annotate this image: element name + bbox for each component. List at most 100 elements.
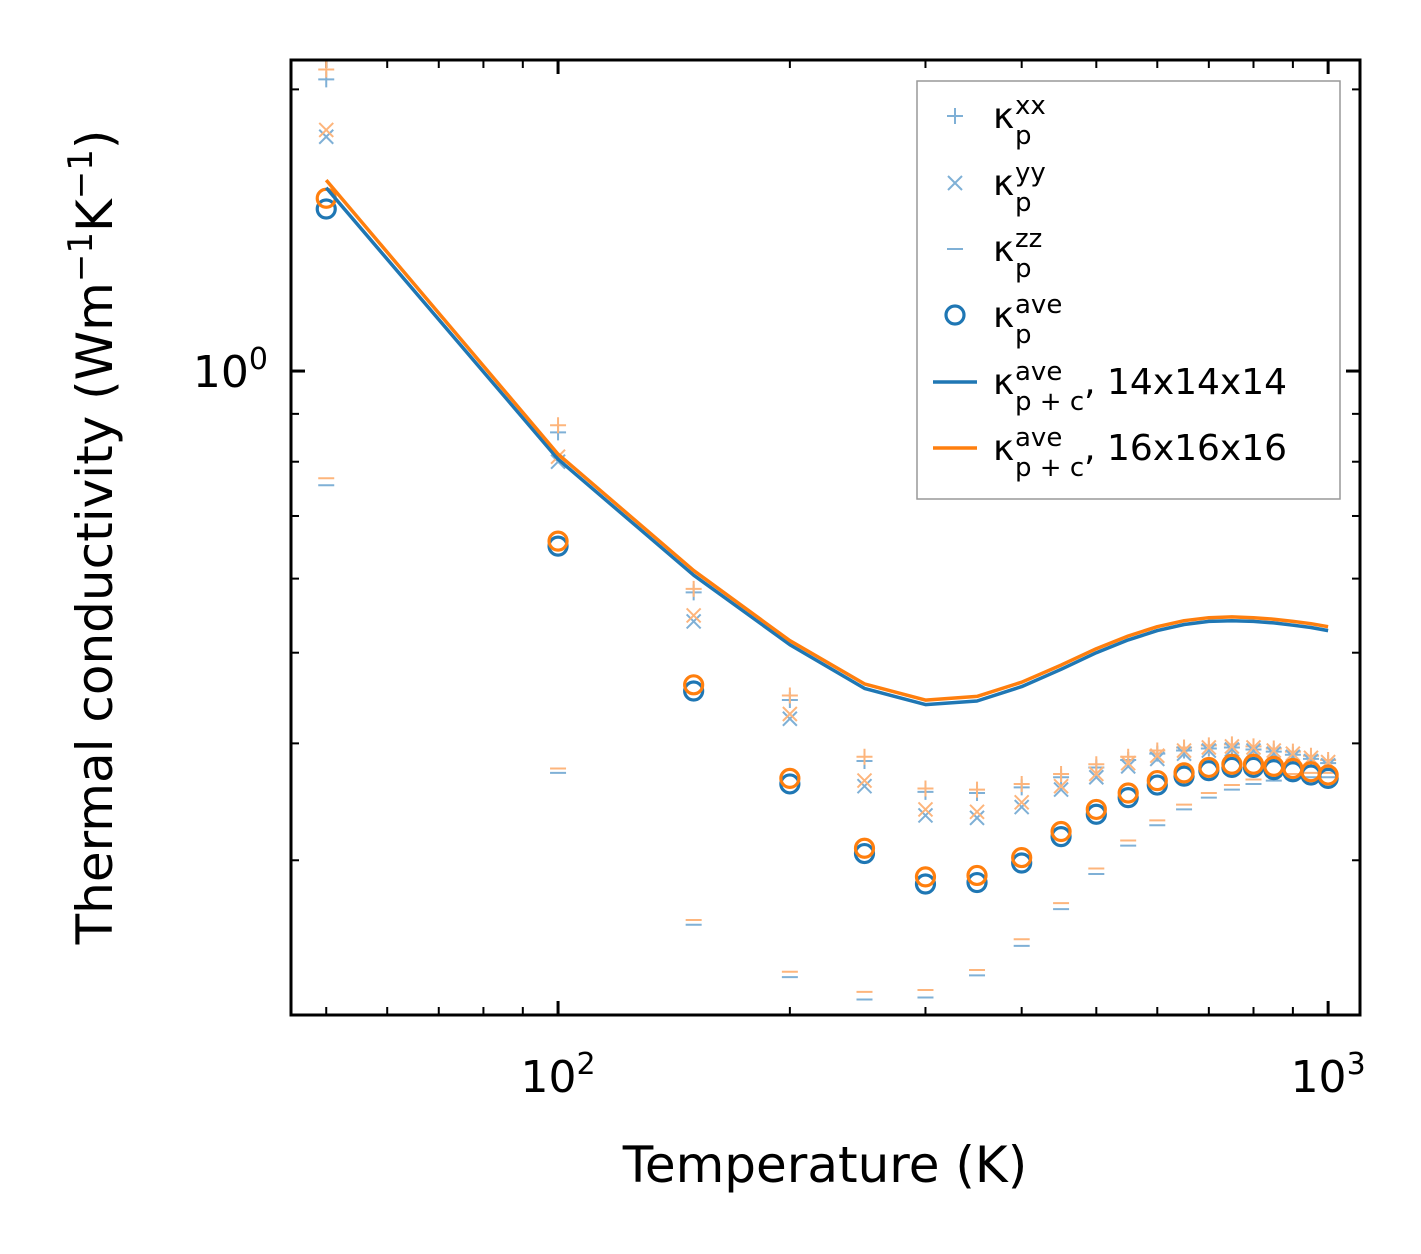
data-point-circle [1050,820,1072,843]
legend-marker-circle [944,304,966,326]
y-axis-title-exp2: −1 [61,149,101,199]
data-point-x [856,778,873,794]
data-point-x [1176,745,1192,762]
data-point-circle [779,767,801,789]
legend-marker-x [947,175,963,191]
data-point-plus [856,748,873,765]
x-tick-label: 102 [521,1047,596,1103]
data-point-circle [966,864,988,887]
data-marks [315,61,1339,1001]
data-point-circle [853,837,876,859]
data-point-circle [914,873,937,895]
y-axis-title-mid: K [66,198,124,232]
data-point-circle [1011,846,1033,869]
x-tick-label-base: 10 [1291,1052,1347,1103]
legend-label-sup: zz [1015,224,1042,254]
legend-label-sup: yy [1015,158,1046,188]
series-4 [318,484,1337,1001]
legend-label-sub: p [1015,254,1032,284]
data-point-x [1088,769,1105,785]
legend-label-base: κ [993,428,1014,469]
data-point-circle [547,530,569,552]
data-point-circle [315,198,337,220]
data-point-circle [1173,762,1195,784]
data-point-x [917,807,934,824]
legend-label: κxx p [993,91,1046,151]
legend-label-sub: p + c [1015,387,1084,417]
legend-label-base: κ [993,96,1014,137]
data-point-x [1149,748,1165,764]
y-tick-label-base: 10 [193,347,249,398]
series-7 [315,187,1339,888]
data-point-x [318,122,334,138]
legend-label-sup: ave [1015,290,1062,320]
legend-label-sub: p [1015,188,1032,218]
data-point-x [1013,799,1030,815]
x-tick-label-exp: 2 [577,1047,596,1082]
data-point-x [1176,742,1192,759]
legend-handle [944,304,966,326]
data-point-plus [1088,756,1105,773]
legend-box [916,80,1341,500]
legend-label-sub: p [1015,320,1032,350]
data-point-plus [550,417,567,434]
x-tick-label-exp: 3 [1347,1047,1366,1082]
data-point-x [1266,742,1282,759]
data-point-circle [1242,753,1265,775]
legend-handle [947,175,963,191]
legend-label-suffix: , 16x16x16 [1084,428,1287,469]
data-point-x [856,772,873,789]
data-point-circle [1317,764,1339,786]
y-axis-title-exp1: −1 [61,232,101,282]
data-point-x [1149,751,1165,767]
data-point-circle [1221,753,1243,775]
legend-handle [947,108,963,124]
data-point-plus [781,687,798,704]
legend-label-sub: p + c [1015,453,1084,483]
data-point-x [685,613,702,630]
data-point-circle [683,674,705,696]
data-point-plus [917,780,934,797]
data-point-plus [685,580,702,597]
legend-label-sup: xx [1015,91,1046,121]
data-point-x [969,810,985,826]
data-point-x [685,607,702,624]
data-point-x [1201,739,1217,756]
data-point-circle [1198,756,1220,779]
y-axis-title-end: ) [66,130,124,150]
data-point-x [782,711,798,727]
data-point-x [1088,766,1105,782]
y-axis-title: Thermal conductivity (Wm−1K−1) [61,130,124,946]
x-tick-label: 103 [1291,1047,1366,1103]
y-axis-title-main: Thermal conductivity (Wm [66,282,124,945]
data-point-x [318,129,334,145]
data-point-x [782,706,798,722]
series-line [324,178,1329,702]
legend-label: κave p + c, 14x14x14 [993,357,1287,417]
data-point-x [969,804,985,820]
legend-label: κzz p [993,224,1042,284]
legend-label: κyy p [993,158,1046,218]
data-point-plus [318,61,335,78]
x-tick-label-base: 10 [521,1052,577,1103]
legend-label-suffix: , 14x14x14 [1084,362,1287,403]
legend-label-sup: ave [1015,357,1062,387]
series-line [324,186,1329,707]
legend-label: κave p [993,290,1062,350]
data-point-x [1120,755,1136,771]
y-tick-label-exp: 0 [249,342,268,377]
data-point-circle [1085,798,1107,821]
legend-label-base: κ [993,362,1014,403]
data-point-circle [1117,782,1139,804]
data-point-x [917,801,934,818]
x-axis-title: Temperature (K) [622,1136,1027,1194]
legend-marker-plus [947,108,963,124]
data-point-plus [1013,775,1030,792]
data-point-circle [1146,769,1168,792]
y-tick-label: 100 [193,342,268,398]
legend-label-sup: ave [1015,423,1062,453]
data-point-x [1120,758,1136,775]
